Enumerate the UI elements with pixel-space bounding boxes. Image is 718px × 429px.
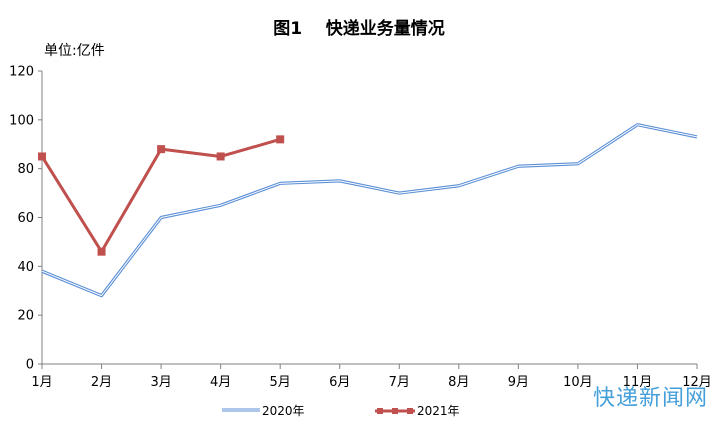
x-tick-label: 11月 <box>623 375 653 390</box>
x-tick-label: 7月 <box>389 375 410 390</box>
x-tick-label: 1月 <box>31 375 52 390</box>
y-tick-label: 100 <box>9 113 34 128</box>
legend-label-2020: 2020年 <box>262 404 305 418</box>
x-tick-label: 10月 <box>563 375 593 390</box>
y-tick-label: 120 <box>9 65 34 80</box>
legend-line-2021 <box>375 407 415 414</box>
data-point-2021 <box>276 135 285 144</box>
x-tick-label: 4月 <box>210 375 231 390</box>
chart-title: 图1 快递业务量情况 <box>273 19 445 39</box>
watermark: 快递新闻网 <box>592 386 708 411</box>
legend-item-2021: 2021年 <box>375 402 460 419</box>
x-tick-label: 3月 <box>150 375 171 390</box>
legend-item-2020: 2020年 <box>222 402 305 419</box>
x-tick-label: 8月 <box>448 375 469 390</box>
x-tick-label: 9月 <box>508 375 529 390</box>
x-tick-label: 2月 <box>91 375 112 390</box>
data-point-2021 <box>157 145 166 154</box>
y-tick-label: 20 <box>17 309 34 324</box>
legend-line-2020 <box>222 408 260 411</box>
legend-label-2021: 2021年 <box>417 404 460 418</box>
x-tick-label: 5月 <box>270 375 291 390</box>
y-tick-label: 60 <box>17 211 34 226</box>
y-tick-label: 40 <box>17 260 34 275</box>
y-tick-label: 80 <box>17 162 34 177</box>
y-tick-label: 0 <box>26 358 34 373</box>
series-line-2020-inner <box>41 124 698 297</box>
x-tick-label: 12月 <box>682 375 712 390</box>
x-tick-label: 6月 <box>329 375 350 390</box>
data-point-2021 <box>216 152 225 161</box>
data-point-2021 <box>97 247 106 256</box>
unit-label: 单位:亿件 <box>44 43 105 59</box>
data-point-2021 <box>38 152 46 161</box>
